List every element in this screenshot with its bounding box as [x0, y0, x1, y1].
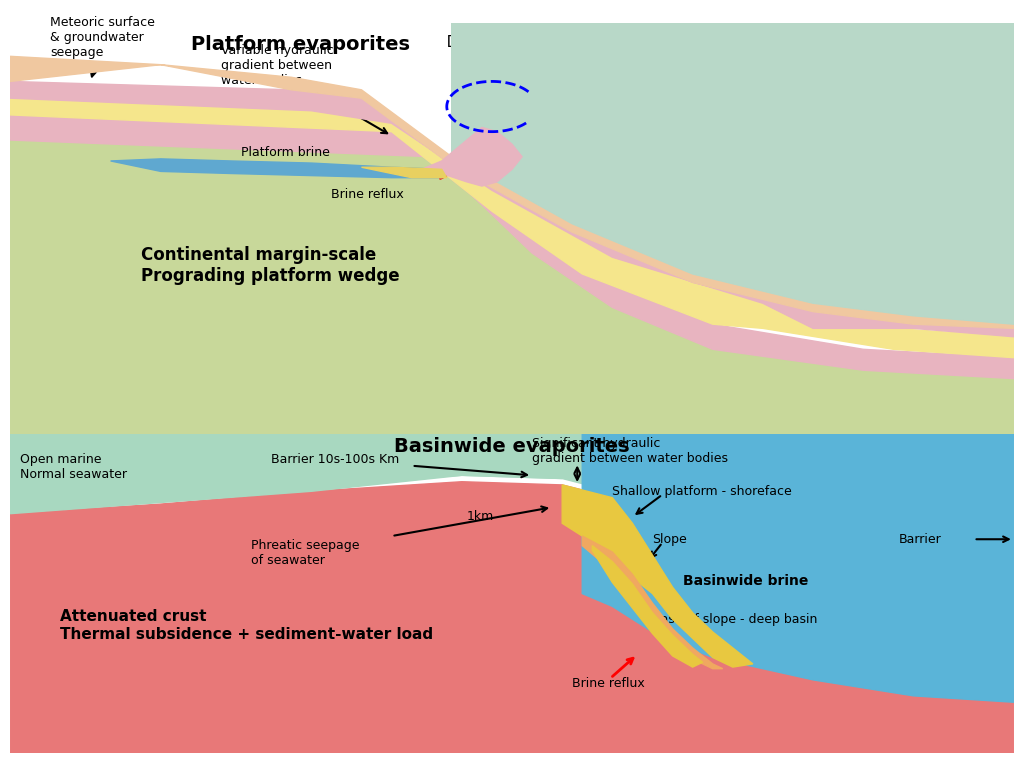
- Polygon shape: [452, 23, 1014, 324]
- Text: Variable hydraulic
gradient between
water bodies: Variable hydraulic gradient between wate…: [221, 43, 334, 87]
- Text: Base of slope - deep basin: Base of slope - deep basin: [652, 613, 818, 626]
- Polygon shape: [10, 482, 1014, 753]
- Polygon shape: [10, 115, 1014, 379]
- Text: Permeable barrier
a few km wide,
periodically flooded: Permeable barrier a few km wide, periodi…: [452, 36, 575, 78]
- Text: Continental margin-scale
Prograding platform wedge: Continental margin-scale Prograding plat…: [140, 247, 399, 285]
- Text: Slope: Slope: [652, 533, 687, 546]
- Text: Shallow platform - shoreface: Shallow platform - shoreface: [612, 485, 793, 498]
- Polygon shape: [10, 98, 1014, 358]
- Polygon shape: [111, 159, 441, 178]
- Polygon shape: [452, 23, 1014, 316]
- Polygon shape: [10, 56, 1014, 329]
- Text: Barrier 10s-100s Km: Barrier 10s-100s Km: [271, 453, 399, 466]
- Text: Attenuated crust
Thermal subsidence + sediment-water load: Attenuated crust Thermal subsidence + se…: [60, 610, 433, 642]
- Text: Phreatic seepage
of seawater: Phreatic seepage of seawater: [251, 540, 359, 567]
- Polygon shape: [422, 127, 522, 186]
- Text: Platform brine: Platform brine: [241, 146, 330, 159]
- Polygon shape: [583, 536, 723, 669]
- Polygon shape: [10, 434, 562, 514]
- Text: Open marine
Normal seawater: Open marine Normal seawater: [20, 453, 127, 481]
- Text: Basinwide evaporites: Basinwide evaporites: [394, 437, 630, 456]
- Text: Diagram modified from Warren 2016a, Figure 4.: Diagram modified from Warren 2016a, Figu…: [432, 36, 813, 50]
- Text: Meteoric surface
& groundwater
seepage: Meteoric surface & groundwater seepage: [50, 16, 156, 77]
- Polygon shape: [562, 485, 753, 667]
- Polygon shape: [361, 167, 446, 178]
- Text: Phreatic seepage
of seawater: Phreatic seepage of seawater: [532, 182, 641, 210]
- Text: Brine reflux: Brine reflux: [332, 188, 404, 201]
- Text: 1km: 1km: [467, 511, 495, 524]
- Text: Platform evaporites: Platform evaporites: [190, 36, 410, 54]
- Text: Basinwide brine: Basinwide brine: [683, 574, 808, 587]
- Text: Open marine
Normal seawater: Open marine Normal seawater: [742, 143, 850, 170]
- Polygon shape: [583, 434, 1014, 702]
- Polygon shape: [10, 81, 1014, 336]
- Polygon shape: [10, 434, 612, 504]
- Text: Significant hydraulic
gradient between water bodies: Significant hydraulic gradient between w…: [532, 437, 728, 465]
- Text: Barrier: Barrier: [898, 533, 941, 546]
- Text: Eustatic sea level
rises and falls: Eustatic sea level rises and falls: [742, 56, 853, 84]
- Polygon shape: [10, 140, 1014, 441]
- Polygon shape: [592, 546, 702, 667]
- Text: Brine reflux: Brine reflux: [572, 677, 645, 689]
